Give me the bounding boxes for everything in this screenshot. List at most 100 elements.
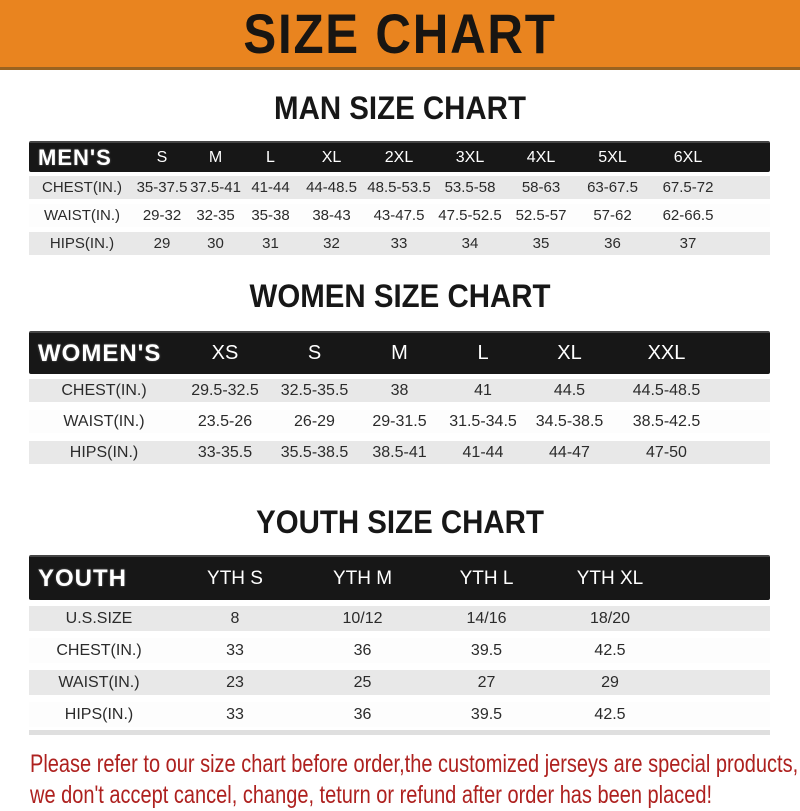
measurement-value: 42.5	[594, 641, 626, 659]
measurement-value: 35-37.5	[136, 179, 188, 196]
measurement-value: 10/12	[342, 609, 383, 627]
measurement-value: 39.5	[470, 705, 503, 723]
measurement-row-label: CHEST(IN.)	[56, 641, 142, 659]
measurement-value: 43-47.5	[373, 207, 425, 224]
measurement-value: 42.5	[594, 705, 626, 723]
measurement-value: 29-32	[142, 207, 182, 224]
table-corner-label: MEN'S	[38, 144, 112, 170]
measurement-row-label: HIPS(IN.)	[49, 235, 115, 252]
size-column-header: 2XL	[384, 148, 414, 166]
measurement-value: 35-38	[251, 207, 290, 224]
banner-title: SIZE CHART	[243, 1, 557, 65]
measurement-row-label: WAIST(IN.)	[43, 207, 121, 224]
measurement-value: 32	[323, 235, 340, 252]
measurement-value: 67.5-72	[662, 179, 714, 196]
measurement-value: 37.5-41	[190, 179, 241, 196]
size-column-header: M	[208, 148, 223, 166]
table-header-row: MEN'S S M L XL 2XL 3XL 4XL 5XL 6XL	[29, 141, 770, 172]
measurement-value: 57-62	[593, 207, 632, 224]
measurement-value: 35.5-38.5	[280, 443, 349, 461]
measurement-value: 38.5-41	[372, 443, 427, 461]
disclaimer-line-1: Please refer to our size chart before or…	[30, 750, 799, 778]
measurement-value: 18/20	[589, 609, 631, 627]
size-column-header: M	[391, 342, 408, 364]
size-column-header: 4XL	[526, 148, 556, 166]
measurement-value: 44.5-48.5	[632, 381, 701, 399]
measurement-value: 31.5-34.5	[449, 412, 517, 430]
measurement-row-label: HIPS(IN.)	[64, 705, 134, 723]
size-column-header: 5XL	[598, 148, 627, 166]
size-column-header: XL	[557, 342, 582, 364]
table-row: CHEST(IN.) 29.5-32.5 32.5-35.5 38 41 44.5 44.5…	[29, 379, 770, 402]
table-row: HIPS(IN.) 33 36 39.5 42.5	[29, 702, 770, 727]
table-row: CHEST(IN.) 35-37.5 37.5-41 41-44 44-48.5 48.5…	[29, 176, 770, 199]
size-column-header: YTH M	[332, 567, 393, 589]
size-column-header: S	[307, 342, 322, 364]
size-column-header: S	[156, 148, 168, 166]
table-row: HIPS(IN.) 29 30 31 32 33 34 35 36 37	[29, 232, 770, 255]
measurement-value: 36	[353, 641, 372, 659]
measurement-value: 62-66.5	[662, 207, 714, 224]
measurement-value: 23.5-26	[197, 412, 253, 430]
size-column-header: YTH L	[459, 567, 514, 589]
measurement-value: 47-50	[646, 443, 687, 461]
size-column-header: L	[266, 148, 275, 166]
measurement-value: 26-29	[294, 412, 335, 430]
size-column-header: 6XL	[673, 148, 703, 166]
measurement-value: 33	[226, 641, 244, 659]
youth-size-table: YOUTH YTH S YTH M YTH L YTH XL U.S.SIZE 8 10/12…	[29, 555, 770, 727]
size-column-header: XXL	[647, 342, 686, 364]
table-header-row: WOMEN'S XS S M L XL XXL	[29, 331, 770, 374]
womens-size-table: WOMEN'S XS S M L XL XXL CHEST(IN.) 29.5-32.5 32.5…	[29, 331, 770, 464]
disclaimer-line-2: we don't accept cancel, change, teturn o…	[30, 781, 713, 809]
measurement-value: 38	[390, 381, 409, 399]
measurement-value: 38.5-42.5	[632, 412, 701, 430]
measurement-value: 35	[532, 235, 550, 252]
measurement-value: 44-48.5	[306, 179, 357, 196]
table-row: HIPS(IN.) 33-35.5 35.5-38.5 38.5-41 41-44 44-…	[29, 441, 770, 464]
man-section-heading: MAN SIZE CHART	[274, 90, 526, 126]
measurement-value: 41	[474, 381, 492, 399]
measurement-value: 29.5-32.5	[191, 381, 259, 399]
measurement-value: 31	[262, 235, 279, 252]
table-corner-label: WOMEN'S	[38, 339, 162, 367]
measurement-value: 63-67.5	[587, 179, 638, 196]
measurement-value: 37	[679, 235, 697, 252]
measurement-value: 36	[604, 235, 621, 252]
measurement-value: 44-47	[549, 443, 590, 461]
measurement-value: 34.5-38.5	[535, 412, 604, 430]
measurement-value: 41-44	[251, 179, 290, 196]
youth-section-heading: YOUTH SIZE CHART	[256, 504, 544, 540]
measurement-value: 29-31.5	[372, 412, 427, 430]
measurement-value: 29	[601, 673, 619, 691]
youth-table-bottom-edge	[29, 730, 770, 735]
size-chart-banner: SIZE CHART	[0, 0, 800, 70]
measurement-value: 33-35.5	[197, 443, 253, 461]
measurement-value: 52.5-57	[515, 207, 567, 224]
size-column-header: L	[477, 342, 489, 364]
table-row: WAIST(IN.) 23.5-26 26-29 29-31.5 31.5-34.5 34…	[29, 410, 770, 433]
measurement-value: 33	[390, 235, 408, 252]
women-section-heading: WOMEN SIZE CHART	[249, 278, 551, 314]
size-column-header: XL	[321, 148, 342, 166]
measurement-value: 32-35	[196, 207, 235, 224]
measurement-value: 34	[461, 235, 479, 252]
measurement-value: 23	[226, 673, 244, 691]
measurement-value: 39.5	[470, 641, 503, 659]
measurement-value: 53.5-58	[444, 179, 496, 196]
table-row: WAIST(IN.) 29-32 32-35 35-38 38-43 43-47.5 47.…	[29, 204, 770, 227]
measurement-value: 58-63	[521, 179, 561, 196]
measurement-value: 41-44	[462, 443, 504, 461]
measurement-value: 36	[353, 705, 372, 723]
measurement-value: 47.5-52.5	[438, 207, 502, 224]
table-row: CHEST(IN.) 33 36 39.5 42.5	[29, 638, 770, 663]
size-column-header: YTH S	[207, 567, 263, 589]
measurement-value: 48.5-53.5	[367, 179, 431, 196]
table-header-row: YOUTH YTH S YTH M YTH L YTH XL	[29, 555, 770, 600]
size-column-header: YTH XL	[576, 567, 644, 589]
size-column-header: XS	[211, 342, 239, 364]
measurement-value: 30	[207, 235, 224, 252]
measurement-value: 25	[353, 673, 372, 691]
table-corner-label: YOUTH	[38, 564, 127, 592]
table-row: WAIST(IN.) 23 25 27 29	[29, 670, 770, 695]
